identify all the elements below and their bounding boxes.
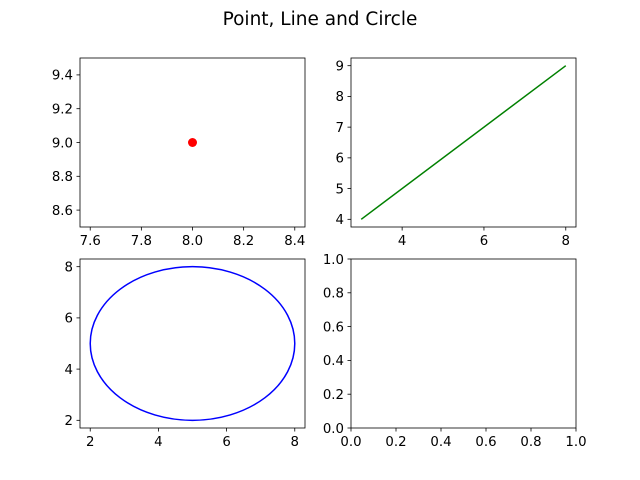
x-tick-label: 6 [222,435,230,450]
axes-top-right: 4 6 8 4 5 6 7 8 9 [336,57,577,249]
x-tick-label: 1.0 [565,435,586,450]
axes-frame [350,57,577,228]
x-tick-label: 2 [86,435,94,450]
x-tick-label: 0.6 [475,435,496,450]
y-tick-label: 0.4 [323,354,344,369]
x-tick-label: 8.0 [182,234,203,249]
x-tick-label: 4 [154,435,162,450]
x-tick-label: 0.0 [340,435,361,450]
x-tick-label: 7.8 [131,234,152,249]
x-tick-label: 8 [291,435,299,450]
axes-frame [350,258,577,429]
axes-bottom-right: 0.0 0.2 0.4 0.6 0.8 1.0 0.0 0.2 0.4 0.6 0.8 1.0 [323,253,587,450]
y-tick-label: 9.2 [52,103,73,118]
axes-frame [79,258,306,429]
x-tick-label: 7.6 [80,234,101,249]
y-tick-label: 9.0 [52,136,73,151]
y-tick-label: 9.4 [52,69,73,84]
x-tick-label: 0.4 [430,435,451,450]
y-tick-label: 0.0 [323,422,344,437]
x-tick-label: 8.2 [233,234,254,249]
y-tick-label: 8 [65,260,73,275]
x-tick-label: 4 [398,234,406,249]
y-tick-label: 9 [336,59,344,74]
y-tick-label: 0.2 [323,388,344,403]
y-tick-label: 4 [65,363,73,378]
x-tick-label: 8 [562,234,570,249]
x-tick-label: 8.4 [284,234,305,249]
circle-series-0 [89,265,296,422]
x-tick-label: 0.2 [385,435,406,450]
plot-area [188,138,197,147]
y-tick-label: 1.0 [323,253,344,268]
y-tick-label: 8.8 [52,170,73,185]
line-series-0 [360,65,567,220]
axes-top-left: 7.6 7.8 8.0 8.2 8.4 8.6 8.8 9.0 9.2 9.4 [52,57,306,249]
axes-bottom-left: 2 4 6 8 2 4 6 8 [65,258,306,450]
y-tick-label: 7 [336,121,344,136]
y-tick-label: 6 [336,152,344,167]
y-tick-label: 0.6 [323,320,344,335]
scatter-point-0 [188,138,197,147]
y-tick-label: 0.8 [323,287,344,302]
y-tick-label: 6 [65,312,73,327]
plot-area [89,265,296,422]
y-tick-label: 4 [336,213,344,228]
plot-area [360,65,567,220]
y-tick-label: 2 [65,414,73,429]
x-tick-label: 6 [480,234,488,249]
figure-title: Point, Line and Circle [223,9,418,30]
y-tick-label: 8 [336,90,344,105]
y-tick-label: 5 [336,182,344,197]
x-tick-label: 0.8 [520,435,541,450]
y-tick-label: 8.6 [52,204,73,219]
